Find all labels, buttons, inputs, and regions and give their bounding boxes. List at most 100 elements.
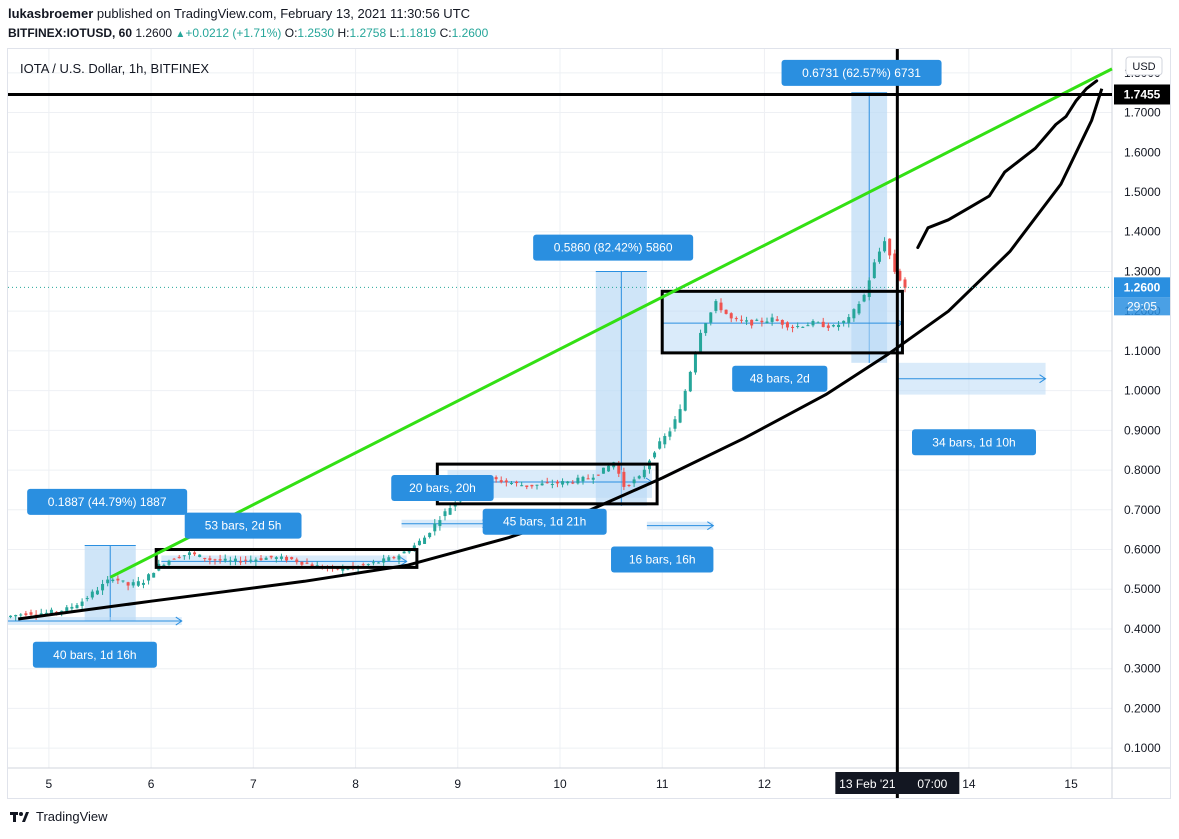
currency-badge	[1125, 56, 1163, 76]
open-label: O:	[284, 26, 298, 40]
candle-body	[423, 537, 427, 544]
candle-body	[653, 452, 657, 458]
date-range-label-bg	[611, 546, 714, 573]
candle-body	[601, 467, 605, 474]
price-chart[interactable]: 0.1000 0.2000 0.3000 0.4000 0.5000 0.6000 0.70…	[8, 49, 1170, 798]
candle-body	[295, 559, 299, 563]
author-name[interactable]: lukasbroemer	[8, 6, 94, 21]
candle-body	[223, 558, 227, 561]
change-arrow-icon: ▲	[175, 29, 186, 40]
date-range-label: 20 bars, 20h	[409, 481, 476, 495]
candle-body	[535, 484, 539, 486]
candle-body	[443, 511, 447, 517]
y-tick-label: 0.1000	[1124, 741, 1161, 755]
candle-body	[867, 280, 871, 298]
candle-body	[167, 560, 171, 565]
candle-body	[831, 325, 835, 327]
candle-body	[131, 582, 135, 586]
candle-body	[704, 323, 708, 334]
date-range-arrowhead	[175, 616, 183, 626]
candle-body	[770, 317, 774, 322]
footer-brand[interactable]: TradingView	[36, 809, 108, 824]
candle-body	[438, 520, 442, 526]
candle-body	[49, 609, 53, 615]
candle-body	[371, 562, 375, 564]
candle-body	[361, 564, 365, 566]
candle-body	[80, 601, 84, 606]
date-range-arrowhead	[1039, 374, 1047, 384]
tradingview-logo-icon[interactable]	[10, 810, 30, 824]
y-tick-label: 1.1000	[1124, 344, 1161, 358]
candle-body	[622, 471, 626, 487]
candle-body	[285, 556, 289, 561]
y-tick-label: 0.2000	[1124, 701, 1161, 715]
chart-frame[interactable]: 0.1000 0.2000 0.3000 0.4000 0.5000 0.6000 0.70…	[7, 48, 1171, 799]
candle-body	[821, 321, 825, 328]
range-measure-label-bg	[27, 488, 188, 515]
y-tick-label: 1.5000	[1124, 185, 1161, 199]
candle-body	[755, 319, 759, 321]
close-label: C:	[439, 26, 452, 40]
date-range-label-bg	[482, 508, 607, 535]
countdown-label: 29:05	[1127, 299, 1157, 313]
candle-body	[116, 578, 120, 581]
candle-body	[576, 477, 580, 484]
candle-body	[693, 352, 697, 373]
candle-body	[203, 557, 207, 559]
green-trendline	[109, 67, 1113, 579]
candle-body	[147, 574, 151, 581]
candle-body	[709, 312, 713, 323]
x-tick-label: 14	[962, 777, 976, 791]
candle-body	[428, 532, 432, 538]
candle-body	[714, 301, 718, 311]
currency-badge-label: USD	[1132, 61, 1155, 73]
candle-body	[765, 321, 769, 324]
candle-body	[249, 559, 253, 561]
date-range-arrowhead	[400, 557, 408, 566]
candle-body	[663, 435, 667, 445]
candle-body	[627, 484, 631, 486]
chart-title: IOTA / U.S. Dollar, 1h, BITFINEX	[20, 61, 209, 76]
date-range-label: 48 bars, 2d	[750, 372, 810, 386]
candle-body	[499, 480, 503, 483]
x-tick-label: 7	[250, 777, 257, 791]
candle-body	[729, 313, 733, 319]
candle-body	[545, 482, 549, 484]
candle-body	[90, 591, 94, 598]
candle-body	[806, 325, 810, 327]
date-range-label: 34 bars, 1d 10h	[932, 435, 1015, 449]
candle-body	[642, 469, 646, 478]
candle-body	[433, 523, 437, 532]
candle-body	[126, 582, 130, 586]
candle-body	[310, 564, 314, 567]
range-measure-label: 0.5860 (82.42%) 5860	[554, 241, 673, 255]
candle-body	[775, 319, 779, 321]
candle-body	[377, 562, 381, 564]
candle-body	[852, 309, 856, 319]
candle-body	[586, 478, 590, 480]
candle-body	[259, 558, 263, 561]
candle-body	[898, 270, 902, 281]
candle-body	[305, 562, 309, 564]
candle-body	[254, 559, 258, 562]
date-range-label-bg	[912, 429, 1036, 456]
candle-body	[515, 481, 519, 484]
candle-body	[658, 441, 662, 449]
date-range-label-bg	[732, 365, 828, 392]
y-tick-label: 0.5000	[1124, 582, 1161, 596]
candle-body	[14, 615, 18, 617]
candle-body	[862, 294, 866, 302]
range-measure-label: 0.6731 (62.57%) 6731	[802, 66, 921, 80]
candle-body	[402, 551, 406, 554]
date-range-label-bg	[32, 641, 157, 668]
crosshair-date-label: 13 Feb '21	[839, 777, 896, 791]
candle-body	[274, 557, 278, 559]
close-value: 1.2600	[451, 26, 489, 40]
candle-body	[300, 561, 304, 565]
candle-body	[9, 615, 13, 618]
candle-body	[632, 479, 636, 484]
low-value: 1.1819	[399, 26, 437, 40]
y-tick-label: 0.7000	[1124, 503, 1161, 517]
range-measure-label: 0.1887 (44.79%) 1887	[48, 495, 167, 509]
candle-body	[269, 555, 273, 558]
